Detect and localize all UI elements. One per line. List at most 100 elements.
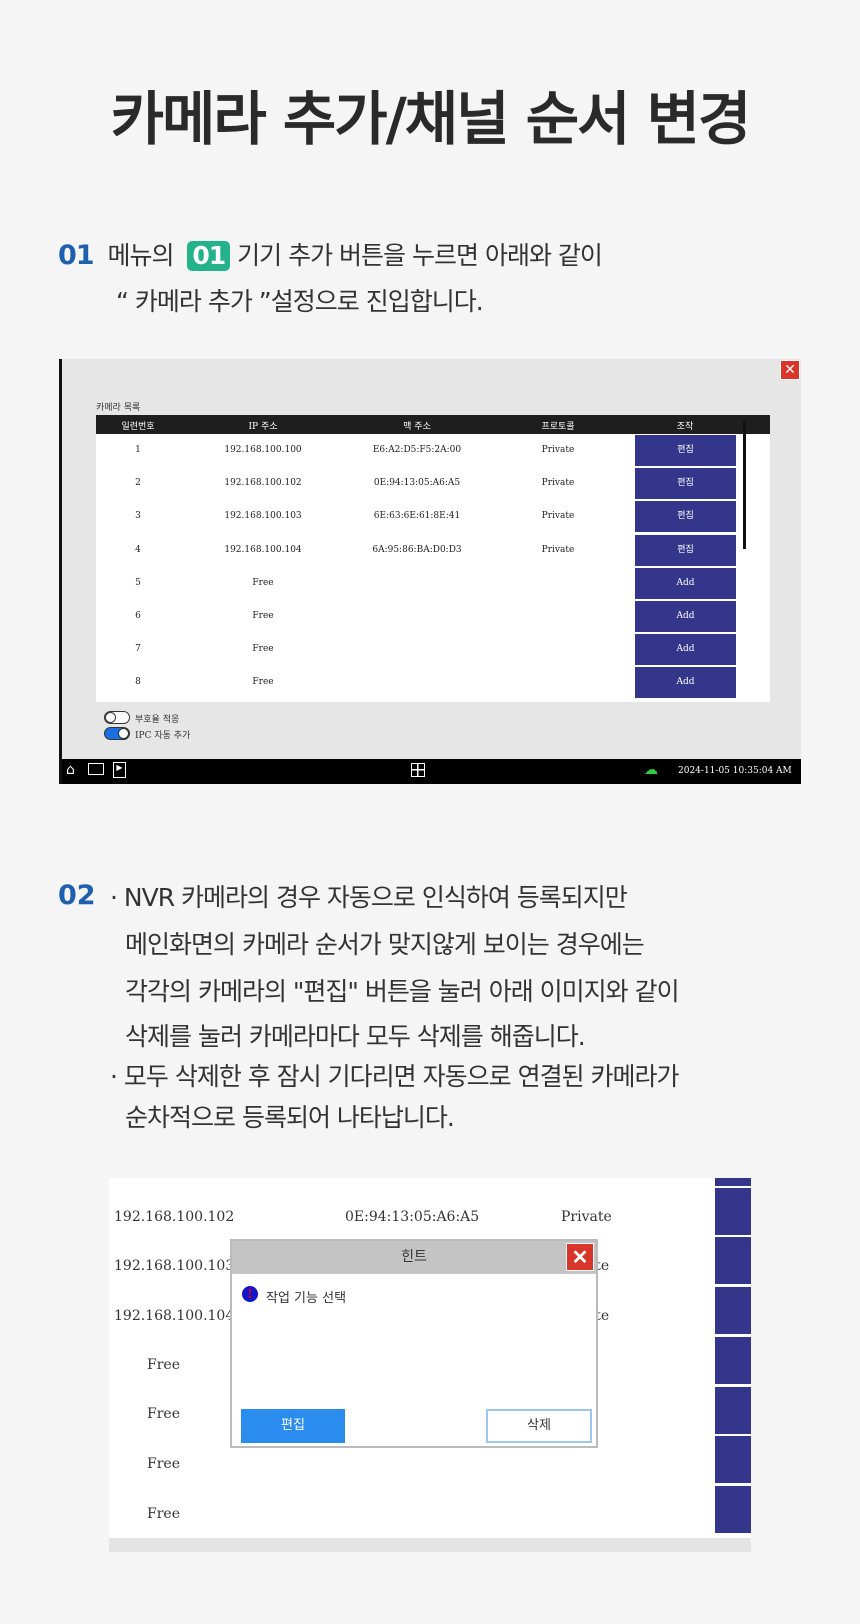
step2-line: · NVR 카메라의 경우 자동으로 인식하여 등록되지만 [110,883,628,912]
cell-protocol: Private [561,1209,612,1225]
bottom-band [109,1538,751,1552]
home-icon[interactable]: ⌂ [66,762,75,778]
cell-mac: 6E:63:6E:61:8E:41 [373,511,461,522]
cell-no: 8 [135,677,141,688]
cell-protocol: Private [541,544,575,555]
table-row: 8 Free Add [96,666,770,699]
cell-protocol: Private [541,478,575,489]
step-number: 02 [58,880,96,911]
step2-line: 각각의 카메라의 "편집" 버튼을 눌러 아래 이미지와 같이 [125,977,680,1006]
alert-icon: ! [242,1286,258,1302]
delete-dialog-screenshot: 192.168.100.102 0E:94:13:05:A6:A5 Private 1… [109,1178,751,1552]
table-row: 4 192.168.100.104 6A:95:86:BA:D0:D3 Private… [96,534,770,567]
toggle-switch[interactable] [104,727,130,740]
table-row: 3 192.168.100.103 6E:63:6E:61:8E:41 Private… [96,500,770,533]
cell-ip: 192.168.100.104 [224,544,302,555]
cell-ip: 192.168.100.100 [224,445,302,455]
action-button[interactable] [715,1187,751,1235]
action-button[interactable] [715,1386,751,1434]
edit-button[interactable]: 편집 [635,468,736,500]
add-button[interactable]: Add [635,667,736,699]
cell-ip: Free [147,1506,180,1522]
dialog-close-button[interactable]: ✕ [566,1243,594,1271]
cell-mac: 6A:95:86:BA:D0:D3 [372,544,462,555]
toggle-knob [118,728,129,739]
step-text: 기기 추가 버튼을 누르면 아래와 같이 [237,241,603,270]
cell-ip: Free [147,1406,180,1422]
toggle-switch[interactable] [104,711,130,724]
step-text: 메뉴의 [107,241,174,270]
step-number: 01 [58,240,95,271]
add-button[interactable]: Add [635,634,736,666]
cell-no: 2 [135,478,141,489]
cell-ip: Free [147,1456,180,1472]
close-button[interactable]: ✕ [780,360,800,380]
toggle-knob [105,712,116,723]
table-row: 5 Free Add [96,567,770,600]
cell-protocol: Private [541,511,575,522]
cell-ip: 192.168.100.104 [114,1308,235,1324]
grid-layout-icon[interactable] [411,763,425,777]
cell-no: 4 [135,544,141,555]
action-button[interactable] [715,1336,751,1384]
dialog-message: 작업 기능 선택 [266,1291,347,1306]
camera-icon[interactable] [88,763,104,775]
cell-mac: E6:A2:D5:F5:2A:00 [372,445,462,455]
cell-no: 1 [135,445,141,455]
action-button[interactable] [715,1436,751,1484]
cell-ip: Free [252,644,274,655]
add-button[interactable]: Add [635,567,736,599]
action-button[interactable] [715,1287,751,1335]
action-button[interactable] [715,1237,751,1285]
cloud-icon: ☁ [644,762,658,778]
edit-button[interactable]: 편집 [635,534,736,566]
cell-no: 5 [135,577,141,588]
hint-dialog: 힌트 ✕ ! 작업 기능 선택 편집 삭제 [230,1239,598,1448]
column-header: IP 주소 [248,422,278,432]
cell-ip: 192.168.100.102 [224,478,302,489]
camera-list-label: 카메라 목록 [96,403,141,413]
cell-protocol: Private [541,445,575,455]
column-header: 조작 [676,422,694,432]
step1-line1: 01 메뉴의 01 기기 추가 버튼을 누르면 아래와 같이 [58,236,603,272]
cell-no: 6 [135,611,141,621]
toggle-label: 부호율 적응 [135,715,180,725]
cell-mac: 0E:94:13:05:A6:A5 [345,1209,480,1225]
cell-ip: Free [252,611,274,621]
cell-no: 7 [135,644,141,655]
edit-button[interactable]: 편집 [635,435,736,466]
playback-icon[interactable]: ▶ [113,762,126,778]
edit-button[interactable]: 편집 [635,501,736,533]
cell-ip: Free [252,677,274,688]
step2-line: 메인화면의 카메라 순서가 맞지않게 보이는 경우에는 [125,930,645,959]
table-header: 일련번호 IP 주소 맥 주소 프로토콜 조작 [96,415,770,434]
cell-ip: 192.168.100.103 [224,511,302,522]
action-button[interactable] [715,1485,751,1533]
edit-button[interactable]: 편집 [241,1409,345,1443]
cell-ip: Free [147,1357,180,1373]
add-button[interactable]: Add [635,601,736,632]
table-row: 7 Free Add [96,633,770,666]
camera-add-screenshot: ✕ 카메라 목록 일련번호 IP 주소 맥 주소 프로토콜 조작 1 192.16… [59,359,801,784]
table-row: 1 192.168.100.100 E6:A2:D5:F5:2A:00 Private… [96,434,770,467]
column-header: 프로토콜 [541,422,575,432]
cell-ip: 192.168.100.103 [114,1258,235,1274]
dialog-title: 힌트 [232,1241,596,1274]
step2-line: · 모두 삭제한 후 잠시 기다리면 자동으로 연결된 카메라가 [110,1062,680,1091]
table-row: 2 192.168.100.102 0E:94:13:05:A6:A5 Private… [96,467,770,500]
delete-button[interactable]: 삭제 [486,1409,592,1443]
menu-badge: 01 [187,241,231,271]
step2-line: 삭제를 눌러 카메라마다 모두 삭제를 해줍니다. [125,1022,586,1051]
taskbar: ⌂ ▶ ☁ 2024-11-05 10:35:04 AM [62,759,801,784]
cell-ip: Free [252,577,274,588]
toggle-label: IPC 자동 추가 [135,731,191,741]
camera-table: 1 192.168.100.100 E6:A2:D5:F5:2A:00 Private… [96,434,770,702]
cell-ip: 192.168.100.102 [114,1209,235,1225]
timestamp: 2024-11-05 10:35:04 AM [678,766,792,776]
scrollbar[interactable] [743,421,746,549]
cell-mac: 0E:94:13:05:A6:A5 [373,478,461,489]
table-row: 6 Free Add [96,600,770,633]
column-header: 맥 주소 [403,422,431,432]
action-button[interactable] [715,1178,751,1186]
step2-line: 순차적으로 등록되어 나타납니다. [125,1103,455,1132]
